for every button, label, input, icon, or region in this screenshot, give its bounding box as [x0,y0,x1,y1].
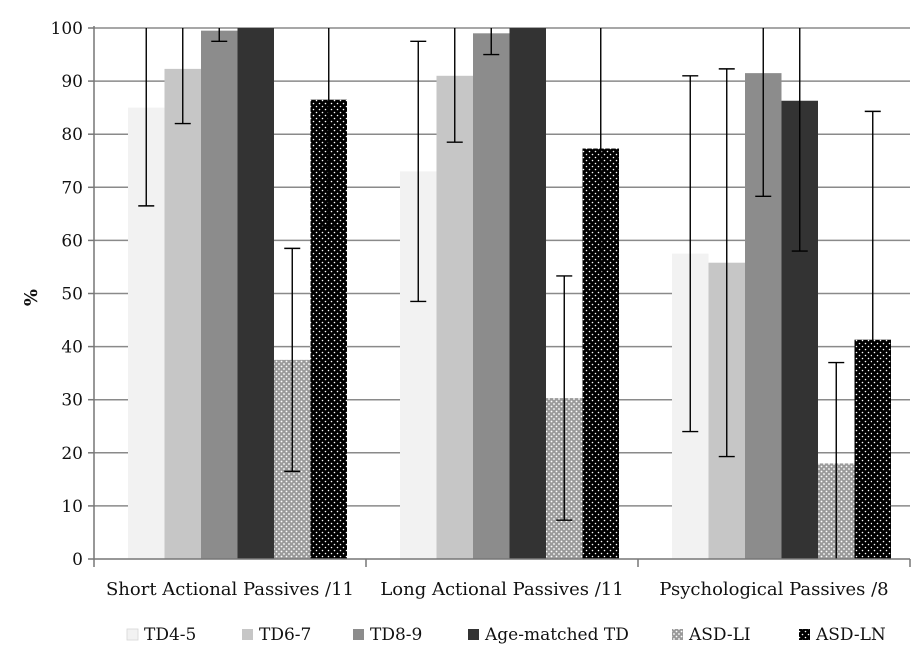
y-tick-label: 100 [51,19,83,39]
y-tick-label: 90 [61,72,83,92]
legend-label: TD4-5 [144,625,196,645]
y-tick-label: 70 [61,178,83,198]
x-category-label: Long Actional Passives /11 [380,579,623,600]
bar-age-matched-td [509,28,546,559]
legend-swatch [126,628,139,641]
labels: 0 10 20 30 40 50 60 70 80 90 100% Short Actional Pa… [21,19,889,600]
y-tick-label: 60 [61,231,83,251]
legend-swatch [672,629,683,640]
legend-swatch [799,629,810,640]
legend-label: TD8-9 [370,625,422,645]
y-tick-label: 10 [61,497,83,517]
x-category-label: Psychological Passives /8 [659,579,888,600]
legend-label: ASD-LN [815,625,886,645]
error-bars [138,28,881,559]
x-category-label: Short Actional Passives /11 [106,579,354,600]
legend-swatch [468,629,479,640]
bars [128,28,891,560]
legend-swatch [353,629,364,640]
legend: TD4-5 TD6-7 TD8-9 Age-matched TD ASD-LI ASD-L… [126,625,886,645]
bar-td8-9 [201,30,238,559]
y-axis-label: % [21,289,42,306]
bar-td6-7 [164,68,201,560]
bar-td8-9 [473,33,510,560]
legend-label: Age-matched TD [484,625,629,645]
legend-label: ASD-LI [688,625,751,645]
bar-age-matched-td [237,28,274,559]
axes [88,26,911,567]
y-tick-label: 40 [61,338,83,358]
legend-label: TD6-7 [259,625,311,645]
legend-swatch [242,629,253,640]
y-tick-label: 20 [61,444,83,464]
y-tick-label: 0 [72,550,83,570]
y-tick-label: 80 [61,125,83,145]
y-tick-label: 50 [61,285,83,305]
bar-td6-7 [436,75,473,559]
y-tick-label: 30 [61,391,83,411]
